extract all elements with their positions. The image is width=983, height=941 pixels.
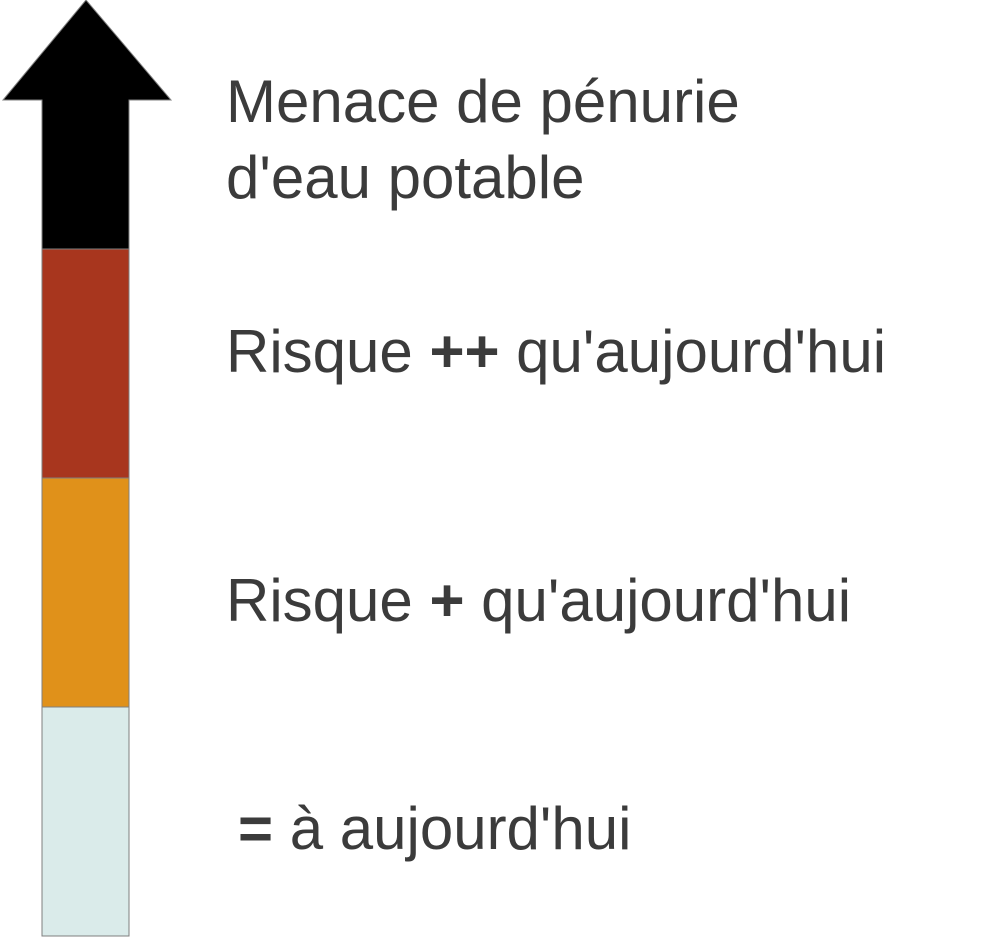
- risk-scale-arrow: [1, 0, 173, 937]
- label-high-marker: ++: [429, 318, 500, 385]
- band-moderate-risk: [41, 477, 130, 708]
- label-low-suffix: à aujourd'hui: [273, 795, 632, 862]
- label-mid-marker: +: [429, 567, 465, 634]
- label-same-as-today: = à aujourd'hui: [238, 791, 631, 867]
- label-mid-prefix: Risque: [226, 567, 430, 634]
- arrow-head: [1, 0, 173, 250]
- label-mid-suffix: qu'aujourd'hui: [464, 567, 852, 634]
- label-high-prefix: Risque: [226, 318, 430, 385]
- band-high-risk: [41, 248, 130, 479]
- label-moderate-risk: Risque + qu'aujourd'hui: [226, 563, 851, 639]
- label-shortage-threat: Menace de pénurie d'eau potable: [226, 64, 740, 216]
- label-high-suffix: qu'aujourd'hui: [499, 318, 887, 385]
- band-same-as-today: [41, 706, 130, 937]
- label-high-risk: Risque ++ qu'aujourd'hui: [226, 314, 886, 390]
- label-shortage-line2: d'eau potable: [226, 144, 585, 211]
- label-shortage-line1: Menace de pénurie: [226, 68, 740, 135]
- label-low-marker: =: [238, 795, 274, 862]
